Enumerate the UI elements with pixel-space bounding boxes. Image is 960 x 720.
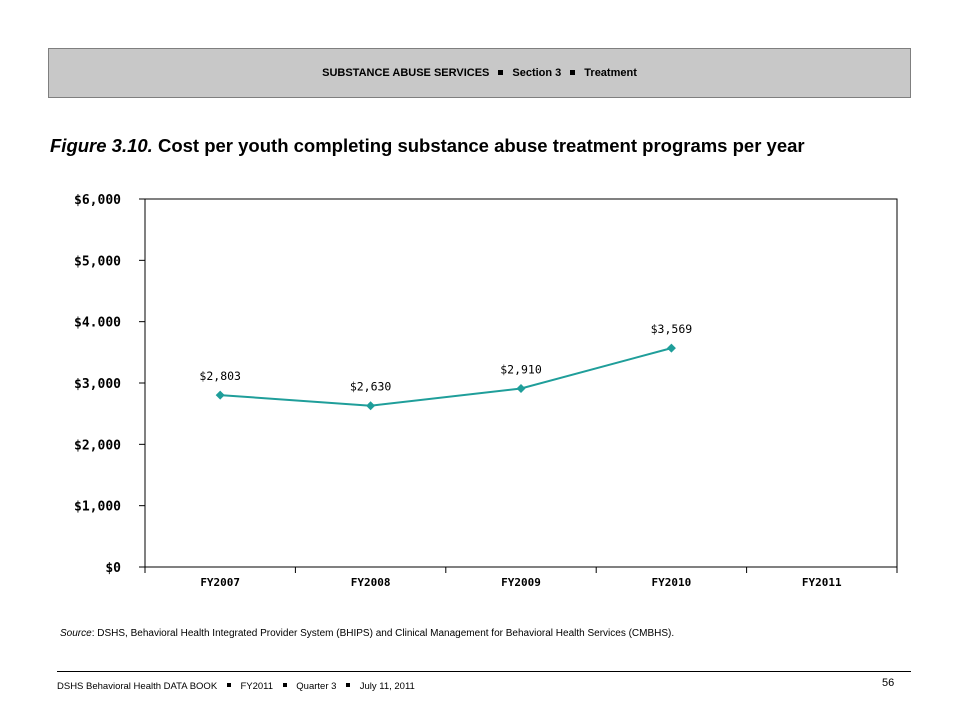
data-label: $3,569 (651, 322, 693, 336)
source-label: Source (60, 628, 92, 639)
source-note: Source: DSHS, Behavioral Health Integrat… (60, 628, 674, 639)
y-tick-label: $4.000 (74, 316, 121, 331)
x-tick-label: FY2007 (200, 576, 240, 589)
data-point-marker (516, 384, 526, 394)
header-section-number: Section 3 (512, 67, 562, 79)
series-line (220, 347, 672, 407)
y-tick-label: $2,000 (74, 438, 121, 453)
footer-divider (57, 671, 911, 672)
y-tick-label: $6,000 (74, 193, 121, 208)
footer-book: DSHS Behavioral Health DATA BOOK (57, 681, 218, 692)
figure-number: Figure 3.10. (50, 135, 153, 156)
page-number: 56 (882, 677, 895, 689)
x-tick-label: FY2010 (652, 576, 692, 589)
line-chart: $0 $1,000 $2,000 $3,000 $4.000 $5,000 $6,000 FY… (74, 193, 898, 589)
y-tick-label: $1,000 (74, 500, 121, 515)
header-topic: Treatment (584, 67, 637, 79)
footer-date: July 11, 2011 (359, 681, 415, 692)
data-point-marker (666, 343, 676, 353)
x-tick-label: FY2011 (802, 576, 842, 589)
y-tick-label: $3,000 (74, 377, 121, 392)
y-tick-label: $0 (105, 561, 121, 576)
source-text: : DSHS, Behavioral Health Integrated Pro… (91, 628, 675, 639)
footer-fiscal-year: FY2011 (240, 681, 274, 692)
data-label: $2,910 (500, 363, 542, 377)
section-header: SUBSTANCE ABUSE SERVICES Section 3 Treat… (48, 48, 911, 98)
header-section: SUBSTANCE ABUSE SERVICES (322, 67, 490, 79)
data-point-marker (366, 401, 376, 411)
data-label: $2,630 (350, 380, 392, 394)
bullet-separator-icon (570, 69, 576, 75)
data-label: $2,803 (199, 369, 241, 383)
bullet-separator-icon (346, 683, 351, 688)
plot-area-frame (144, 198, 898, 568)
footer-quarter: Quarter 3 (296, 681, 337, 692)
bullet-separator-icon (498, 69, 504, 75)
footer: DSHS Behavioral Health DATA BOOK FY2011 … (57, 681, 415, 692)
x-tick-label: FY2009 (501, 576, 541, 589)
bullet-separator-icon (282, 683, 287, 688)
y-tick-label: $5,000 (74, 254, 121, 269)
figure-caption: Cost per youth completing substance abus… (157, 135, 805, 156)
x-tick-label: FY2008 (351, 576, 391, 589)
figure-title: Figure 3.10. Cost per youth completing s… (50, 135, 930, 157)
data-point-marker (215, 390, 225, 400)
bullet-separator-icon (226, 683, 231, 688)
